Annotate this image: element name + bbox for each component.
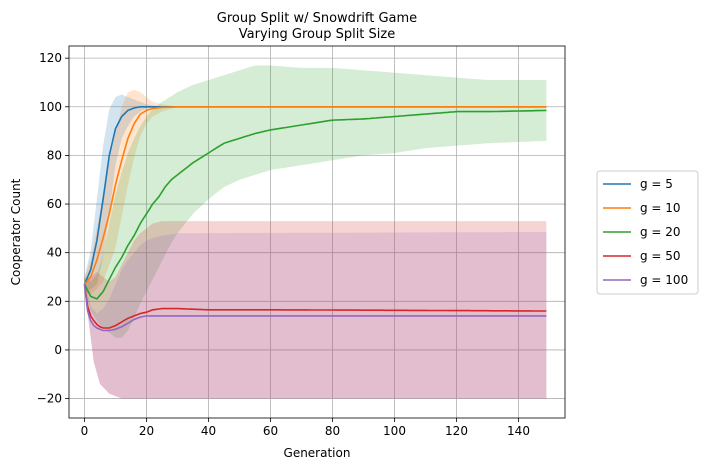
y-tick-label: 60 [47,197,62,211]
y-tick-label: 0 [54,343,62,357]
y-tick-label: 40 [47,246,62,260]
series-lines [83,106,547,332]
chart-subtitle: Varying Group Split Size [239,27,395,42]
y-axis-ticks: −20 0 20 40 60 80 100 120 [37,51,69,406]
confidence-bands [84,65,547,399]
plot-frame [68,45,566,419]
legend-box [596,170,699,295]
series-line [83,106,547,285]
series-band [84,89,547,294]
x-tick-label: 40 [201,424,216,438]
legend: g = 5 g = 10 g = 20 g = 50 g = 100 [596,170,699,295]
chart-title: Group Split w/ Snowdrift Game [217,11,417,26]
series-line [83,284,547,332]
series-line [83,284,547,329]
x-tick-label: 120 [445,424,468,438]
grid-lines [69,46,565,418]
y-tick-label: 120 [39,51,62,65]
x-axis-label: Generation [284,446,351,460]
x-tick-label: 140 [507,424,530,438]
y-axis-label: Cooperator Count [9,178,23,285]
x-tick-label: 80 [325,424,340,438]
x-axis-ticks: 0 20 40 60 80 100 120 140 [81,418,530,438]
legend-label: g = 10 [640,201,681,215]
y-tick-label: 100 [39,100,62,114]
x-tick-label: 0 [81,424,89,438]
legend-label: g = 100 [640,273,688,287]
series-band [84,65,547,338]
y-tick-label: 80 [47,148,62,162]
y-tick-label: −20 [37,392,62,406]
x-tick-label: 100 [383,424,406,438]
legend-label: g = 20 [640,225,681,239]
series-band [84,94,547,292]
legend-label: g = 5 [640,177,673,191]
y-tick-label: 20 [47,294,62,308]
legend-label: g = 50 [640,249,681,263]
x-tick-label: 20 [139,424,154,438]
x-tick-label: 60 [263,424,278,438]
series-line [83,109,547,300]
